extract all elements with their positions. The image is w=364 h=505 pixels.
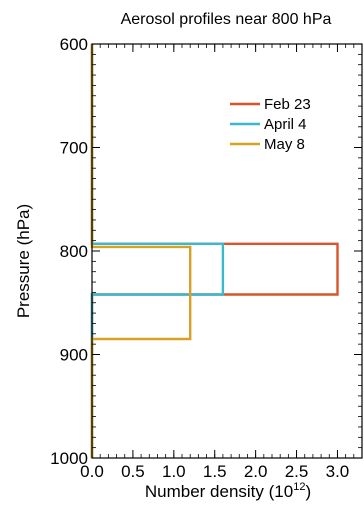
y-axis-title: Pressure (hPa) [14, 204, 33, 318]
series-line-april-4 [90, 44, 225, 458]
chart-title: Aerosol profiles near 800 hPa [121, 11, 332, 28]
x-tick-label: 1.0 [162, 462, 186, 481]
y-tick-label: 600 [60, 35, 88, 54]
x-axis-title-base: Number density (10 [145, 482, 293, 501]
y-tick-label: 700 [60, 139, 88, 158]
x-tick-label: 2.5 [285, 462, 309, 481]
legend-label-april-4: April 4 [264, 116, 307, 133]
x-axis-title-suffix: ) [305, 482, 311, 501]
y-tick-label: 1000 [50, 449, 88, 468]
x-tick-label: 2.0 [244, 462, 268, 481]
ticks-layer: 0.0 0.5 1.0 1.5 2.0 2.5 3.0 600 700 800 900 1000 [50, 35, 363, 481]
legend-label-may-8: May 8 [264, 136, 305, 153]
legend: Feb 23 April 4 May 8 [230, 96, 311, 153]
y-tick-label: 800 [60, 242, 88, 261]
plot-frame [91, 43, 363, 459]
x-axis-title: Number density (1012) [145, 481, 311, 501]
x-tick-label: 0.0 [80, 462, 104, 481]
x-tick-label: 3.0 [326, 462, 350, 481]
x-tick-label: 1.5 [203, 462, 227, 481]
legend-label-feb-23: Feb 23 [264, 96, 311, 113]
y-tick-label: 900 [60, 346, 88, 365]
x-axis-title-exponent: 12 [293, 481, 305, 493]
x-tick-label: 0.5 [121, 462, 145, 481]
series-line-may-8 [90, 44, 192, 458]
